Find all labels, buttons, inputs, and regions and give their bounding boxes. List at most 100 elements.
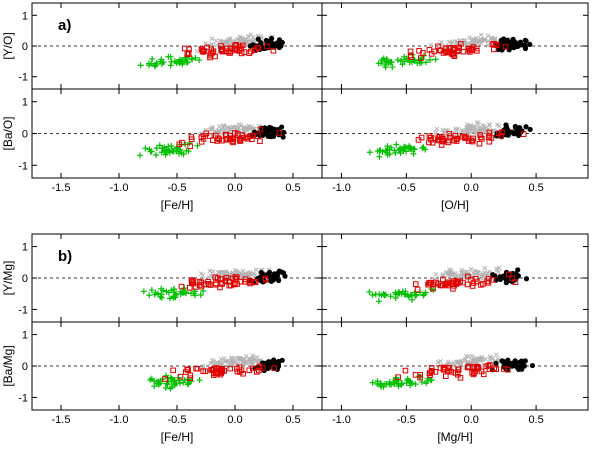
point-plus — [379, 148, 386, 155]
point-plus — [156, 142, 163, 149]
point-square — [223, 136, 229, 143]
point-cross — [440, 127, 446, 133]
y-tick-label: 0 — [22, 273, 28, 285]
panel-g1-r1-c1: -1.0 -0.5 0.0 0.5 [Mg/H] — [321, 321, 589, 444]
point-cross — [207, 268, 213, 274]
point-square — [435, 43, 441, 50]
point-circle — [506, 128, 512, 135]
x-tick-label: -0.5 — [168, 414, 187, 426]
point-cross — [469, 357, 475, 363]
point-cross — [228, 355, 234, 361]
point-plus — [389, 64, 396, 71]
point-circle — [522, 45, 529, 52]
point-plus — [188, 55, 195, 62]
panel-g1-r0-c1 — [321, 233, 589, 323]
point-plus — [413, 292, 420, 299]
point-square — [501, 366, 507, 372]
point-circle — [503, 280, 509, 286]
point-plus — [392, 149, 399, 156]
point-circle — [278, 43, 284, 49]
point-square — [460, 48, 467, 55]
point-plus — [155, 381, 162, 388]
point-plus — [409, 296, 416, 303]
point-square — [185, 50, 192, 56]
point-square — [214, 138, 220, 144]
point-square — [249, 365, 256, 372]
point-cross — [472, 127, 478, 132]
point-plus — [136, 152, 143, 159]
point-circle — [527, 126, 533, 133]
points-layer — [140, 267, 288, 302]
point-cross — [479, 276, 485, 282]
x-tick-label: -0.5 — [397, 182, 416, 194]
point-square — [408, 52, 414, 59]
point-square — [232, 42, 238, 49]
point-square — [450, 52, 457, 58]
point-plus — [151, 291, 158, 298]
point-circle — [515, 273, 521, 279]
point-square — [232, 130, 238, 136]
point-square — [476, 140, 483, 147]
point-circle — [266, 269, 273, 275]
point-plus — [197, 292, 204, 299]
point-plus — [392, 294, 399, 301]
point-cross — [202, 40, 208, 46]
point-cross — [467, 35, 472, 41]
point-square — [271, 365, 277, 371]
panel-g1-r1-c0: -1 0 1 -1.5 -1.0 -0.5 0.0 0.5 [Fe/H] — [18, 321, 323, 444]
point-square — [465, 363, 472, 370]
point-circle — [276, 277, 282, 284]
point-cross — [469, 353, 475, 359]
point-cross — [465, 122, 470, 128]
point-square — [432, 135, 438, 142]
point-square — [432, 369, 439, 375]
x-tick-label: -1.0 — [110, 182, 129, 194]
point-plus — [374, 378, 381, 385]
point-circle — [505, 357, 511, 363]
y-axis-label: [Ba/Mg] — [1, 345, 15, 386]
point-plus — [366, 149, 373, 156]
point-plus — [165, 53, 172, 60]
point-plus — [149, 55, 156, 62]
point-cross — [221, 123, 227, 129]
point-plus — [422, 146, 429, 153]
point-circle — [516, 132, 522, 138]
x-tick-label: 0.0 — [227, 414, 242, 426]
point-plus — [421, 291, 428, 298]
point-plus — [181, 289, 188, 296]
x-axis-label: [O/H] — [441, 198, 469, 212]
point-square — [442, 281, 449, 288]
point-square — [215, 135, 221, 141]
point-cross — [448, 269, 454, 275]
point-circle — [500, 358, 506, 364]
point-square — [198, 279, 205, 286]
point-square — [480, 281, 486, 287]
point-plus — [423, 380, 430, 387]
point-circle — [275, 363, 282, 369]
point-circle — [517, 39, 524, 45]
point-cross — [494, 122, 500, 128]
x-tick-label: -1.0 — [332, 414, 351, 426]
point-cross — [198, 271, 204, 276]
point-square — [162, 376, 168, 382]
point-plus — [137, 62, 144, 69]
point-square — [453, 138, 460, 144]
point-square — [457, 41, 464, 47]
point-plus — [378, 60, 385, 67]
point-cross — [438, 39, 444, 45]
point-cross — [482, 126, 488, 132]
points-layer — [375, 32, 533, 71]
point-cross — [215, 270, 221, 275]
y-tick-label: -1 — [18, 160, 28, 172]
point-cross — [231, 125, 236, 130]
point-plus — [181, 377, 188, 384]
point-square — [246, 50, 253, 57]
point-cross — [455, 126, 461, 132]
point-cross — [237, 122, 242, 127]
point-cross — [440, 272, 446, 278]
point-plus — [399, 61, 406, 68]
point-circle — [515, 267, 521, 273]
point-square — [444, 368, 451, 375]
point-plus — [401, 53, 408, 60]
point-circle — [247, 43, 253, 49]
